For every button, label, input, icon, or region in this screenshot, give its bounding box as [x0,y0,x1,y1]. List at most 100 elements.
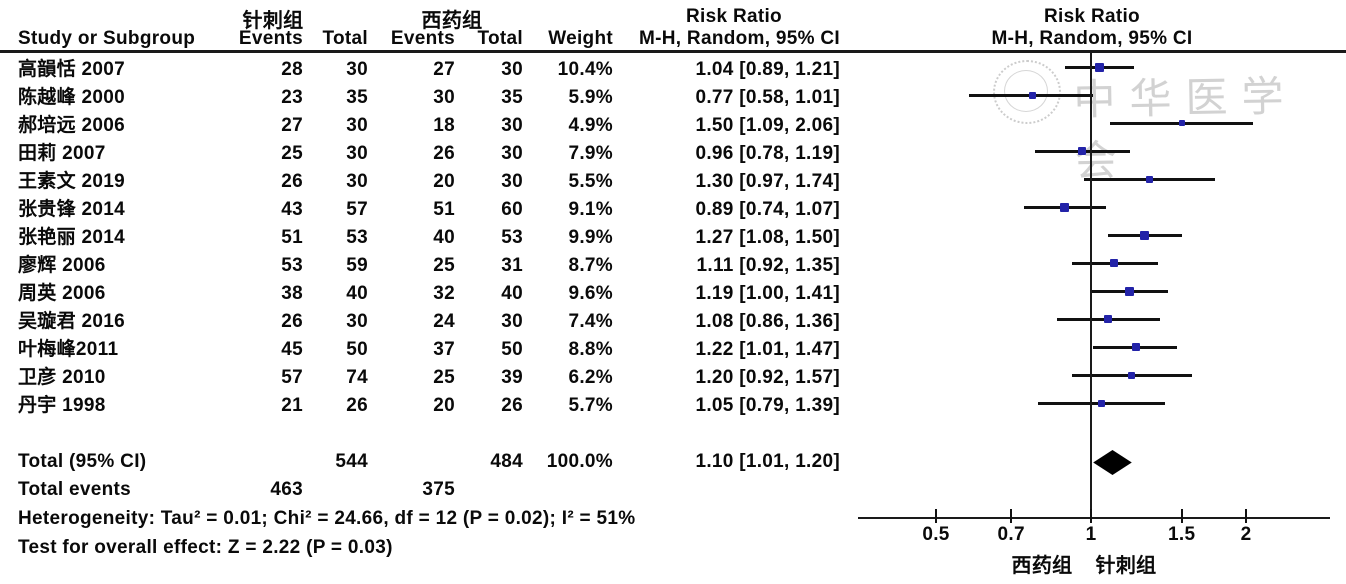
events1-value: 57 [281,367,303,388]
total1-value: 26 [346,395,368,416]
study-name: 吴璇君 2016 [18,311,125,332]
events2-value: 27 [433,59,455,80]
total2-value: 30 [501,59,523,80]
total1-value: 40 [346,283,368,304]
table-row: 卫彦 2010 57 74 25 39 6.2% 1.20 [0.92, 1.57] [0,364,845,392]
events2-value: 51 [433,199,455,220]
study-name: 叶梅峰2011 [18,339,119,360]
total1-value: 30 [346,115,368,136]
effect-marker [1095,62,1105,72]
effect-marker [1110,259,1119,267]
ci-text: 1.11 [0.92, 1.35] [696,255,840,276]
total2-value: 30 [501,115,523,136]
events1-value: 53 [281,255,303,276]
axis-tick-label: 0.7 [997,524,1025,545]
effect-marker [1029,91,1036,99]
total1-value: 74 [346,367,368,388]
effect-marker [1178,120,1185,126]
table-row: 吴璇君 2016 26 30 24 30 7.4% 1.08 [0.86, 1.36] [0,308,845,336]
total2-value: 60 [501,199,523,220]
events2-value: 20 [433,395,455,416]
ci-text: 0.89 [0.74, 1.07] [695,199,840,220]
weight-value: 6.2% [568,367,613,388]
events1-value: 25 [281,143,303,164]
axis-tick-label: 2 [1240,524,1252,545]
effect-marker [1098,399,1106,407]
total2-value: 30 [501,171,523,192]
events1-value: 45 [281,339,303,360]
total-weight-value: 100.0% [546,451,613,472]
x-axis-line [858,517,1330,519]
weight-value: 7.4% [568,311,613,332]
total1-value: 50 [346,339,368,360]
method-column-header-left: M-H, Random, 95% CI [639,28,840,49]
events1-value: 43 [281,199,303,220]
events2-value: 40 [433,227,455,248]
events2-value: 24 [433,311,455,332]
total1-value: 59 [346,255,368,276]
table-row: 张贵锋 2014 43 57 51 60 9.1% 0.89 [0.74, 1.07] [0,196,845,224]
total2-value: 53 [501,227,523,248]
risk-ratio-header-left: Risk Ratio [686,6,782,27]
axis-tick [1180,509,1183,523]
total1-value: 53 [346,227,368,248]
weight-value: 9.6% [568,283,613,304]
study-name: 周英 2006 [18,283,106,304]
table-row: 陈越峰 2000 23 35 30 35 5.9% 0.77 [0.58, 1.01] [0,84,845,112]
total-events2-value: 375 [422,479,455,500]
total1-value: 30 [346,171,368,192]
risk-ratio-header-right: Risk Ratio [1044,6,1140,27]
watermark-seal-icon [993,60,1061,124]
study-name: 高韻恬 2007 [18,59,125,80]
ci-text: 1.04 [0.89, 1.21] [695,59,840,80]
weight-value: 4.9% [568,115,613,136]
axis-tick-label: 1 [1085,524,1097,545]
effect-marker [1077,147,1086,155]
total2-value: 31 [501,255,523,276]
weight-value: 10.4% [557,59,613,80]
no-effect-line [1090,52,1092,519]
ci-text: 1.50 [1.09, 2.06] [695,115,840,136]
group1-header: 针刺组 [242,10,304,32]
study-name: 陈越峰 2000 [18,87,125,108]
study-name: 卫彦 2010 [18,367,106,388]
table-row: 高韻恬 2007 28 30 27 30 10.4% 1.04 [0.89, 1.21] [0,56,845,84]
events2-value: 32 [433,283,455,304]
effect-marker [1060,202,1070,212]
ci-text: 0.96 [0.78, 1.19] [695,143,840,164]
heterogeneity-note: Heterogeneity: Tau² = 0.01; Chi² = 24.66… [18,508,636,529]
axis-tick [1245,509,1247,523]
total1-value: 544 [335,451,368,472]
axis-tick-label: 1.5 [1168,524,1196,545]
weight-value: 7.9% [568,143,613,164]
axis-tick [935,509,937,523]
total2-value: 35 [501,87,523,108]
effect-marker [1128,371,1136,379]
total2-value: 26 [501,395,523,416]
events2-value: 25 [433,255,455,276]
table-row: 丹宇 1998 21 26 20 26 5.7% 1.05 [0.79, 1.39] [0,392,845,420]
table-row: 叶梅峰2011 45 50 37 50 8.8% 1.22 [1.01, 1.47] [0,336,845,364]
effect-marker [1131,343,1140,351]
group2-header: 西药组 [421,10,483,32]
events1-column-header: Events [238,28,303,49]
events1-value: 21 [281,395,303,416]
study-name: 田莉 2007 [18,143,106,164]
total2-value: 484 [490,451,523,472]
events2-value: 18 [433,115,455,136]
table-row: 张艳丽 2014 51 53 40 53 9.9% 1.27 [1.08, 1.50] [0,224,845,252]
total2-value: 39 [501,367,523,388]
total-ci-text: 1.10 [1.01, 1.20] [695,451,840,472]
favours-left-label: 西药组 [1011,555,1073,577]
events2-value: 25 [433,367,455,388]
table-row: 周英 2006 38 40 32 40 9.6% 1.19 [1.00, 1.41] [0,280,845,308]
events1-value: 38 [281,283,303,304]
weight-value: 5.9% [568,87,613,108]
total1-value: 30 [346,143,368,164]
total2-value: 40 [501,283,523,304]
study-name: 张贵锋 2014 [18,199,125,220]
table-row: 王素文 2019 26 30 20 30 5.5% 1.30 [0.97, 1.74] [0,168,845,196]
total2-value: 50 [501,339,523,360]
study-name: 王素文 2019 [18,171,125,192]
effect-marker [1125,286,1135,296]
